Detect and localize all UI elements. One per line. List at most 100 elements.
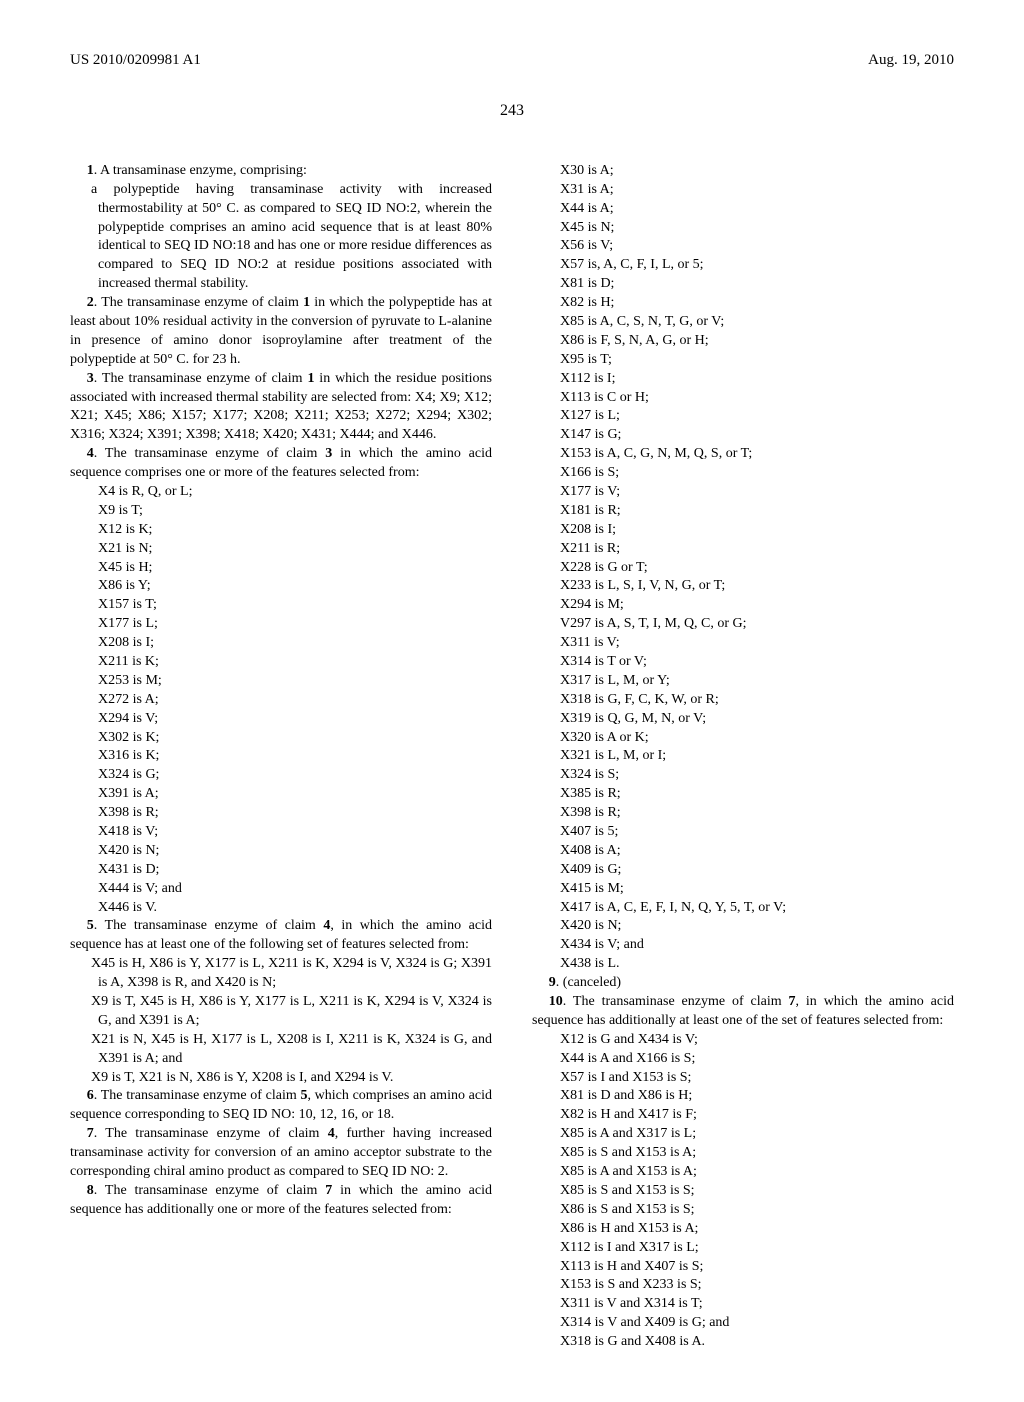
list-item: X9 is T, X45 is H, X86 is Y, X177 is L, … bbox=[70, 993, 492, 1031]
list-item: X85 is A and X153 is A; bbox=[532, 1163, 954, 1182]
page-number: 243 bbox=[70, 100, 954, 122]
list-item: X81 is D; bbox=[532, 275, 954, 294]
list-item: X153 is S and X233 is S; bbox=[532, 1276, 954, 1295]
claim-text: . The transaminase enzyme of claim bbox=[94, 918, 324, 933]
list-item: X44 is A and X166 is S; bbox=[532, 1050, 954, 1069]
list-item: X407 is 5; bbox=[532, 823, 954, 842]
claim-text: . The transaminase enzyme of claim bbox=[94, 371, 308, 386]
left-column: 1. A transaminase enzyme, comprising: a … bbox=[70, 162, 492, 1352]
list-item: X446 is V. bbox=[70, 899, 492, 918]
list-item: X317 is L, M, or Y; bbox=[532, 672, 954, 691]
list-item: X57 is I and X153 is S; bbox=[532, 1069, 954, 1088]
list-item: X409 is G; bbox=[532, 861, 954, 880]
claim-number: 4 bbox=[87, 446, 94, 461]
list-item: X86 is F, S, N, A, G, or H; bbox=[532, 332, 954, 351]
content-columns: 1. A transaminase enzyme, comprising: a … bbox=[70, 162, 954, 1352]
list-item: X294 is V; bbox=[70, 710, 492, 729]
list-item: X30 is A; bbox=[532, 162, 954, 181]
claim-8: 8. The transaminase enzyme of claim 7 in… bbox=[70, 1182, 492, 1220]
list-item: X311 is V; bbox=[532, 634, 954, 653]
list-item: X9 is T; bbox=[70, 502, 492, 521]
list-item: X418 is V; bbox=[70, 823, 492, 842]
list-item: X85 is S and X153 is A; bbox=[532, 1144, 954, 1163]
list-item: X21 is N, X45 is H, X177 is L, X208 is I… bbox=[70, 1031, 492, 1069]
list-item: X127 is L; bbox=[532, 407, 954, 426]
list-item: X82 is H and X417 is F; bbox=[532, 1106, 954, 1125]
list-item: X112 is I and X317 is L; bbox=[532, 1239, 954, 1258]
claim-text: . The transaminase enzyme of claim bbox=[94, 446, 325, 461]
list-item: X320 is A or K; bbox=[532, 729, 954, 748]
list-item: X314 is T or V; bbox=[532, 653, 954, 672]
list-item: X211 is R; bbox=[532, 540, 954, 559]
claim-ref: 1 bbox=[303, 295, 310, 310]
claim-10-list: X12 is G and X434 is V;X44 is A and X166… bbox=[532, 1031, 954, 1352]
list-item: X85 is S and X153 is S; bbox=[532, 1182, 954, 1201]
claim-text: . The transaminase enzyme of claim bbox=[563, 994, 789, 1009]
claim-8-list: X30 is A;X31 is A;X44 is A;X45 is N;X56 … bbox=[532, 162, 954, 974]
list-item: X86 is Y; bbox=[70, 577, 492, 596]
list-item: X157 is T; bbox=[70, 596, 492, 615]
list-item: X56 is V; bbox=[532, 237, 954, 256]
list-item: X4 is R, Q, or L; bbox=[70, 483, 492, 502]
list-item: X420 is N; bbox=[70, 842, 492, 861]
list-item: X438 is L. bbox=[532, 955, 954, 974]
list-item: X233 is L, S, I, V, N, G, or T; bbox=[532, 577, 954, 596]
list-item: X95 is T; bbox=[532, 351, 954, 370]
page-header: US 2010/0209981 A1 Aug. 19, 2010 bbox=[70, 50, 954, 70]
list-item: X208 is I; bbox=[70, 634, 492, 653]
list-item: X420 is N; bbox=[532, 917, 954, 936]
list-item: X113 is H and X407 is S; bbox=[532, 1258, 954, 1277]
list-item: X318 is G, F, C, K, W, or R; bbox=[532, 691, 954, 710]
claim-text: . The transaminase enzyme of claim bbox=[94, 1183, 325, 1198]
list-item: X321 is L, M, or I; bbox=[532, 747, 954, 766]
list-item: X228 is G or T; bbox=[532, 559, 954, 578]
list-item: X314 is V and X409 is G; and bbox=[532, 1314, 954, 1333]
claim-text: . The transaminase enzyme of claim bbox=[94, 1088, 301, 1103]
list-item: X86 is S and X153 is S; bbox=[532, 1201, 954, 1220]
claim-5-list: X45 is H, X86 is Y, X177 is L, X211 is K… bbox=[70, 955, 492, 1087]
claim-number: 9 bbox=[549, 975, 556, 990]
list-item: X181 is R; bbox=[532, 502, 954, 521]
list-item: X398 is R; bbox=[70, 804, 492, 823]
claim-text: . A transaminase enzyme, comprising: bbox=[94, 163, 307, 178]
list-item: X12 is G and X434 is V; bbox=[532, 1031, 954, 1050]
claim-1: 1. A transaminase enzyme, comprising: bbox=[70, 162, 492, 181]
list-item: X208 is I; bbox=[532, 521, 954, 540]
claim-number: 5 bbox=[87, 918, 94, 933]
list-item: X112 is I; bbox=[532, 370, 954, 389]
list-item: X31 is A; bbox=[532, 181, 954, 200]
list-item: X211 is K; bbox=[70, 653, 492, 672]
claim-ref: 4 bbox=[328, 1126, 335, 1141]
claim-number: 7 bbox=[87, 1126, 94, 1141]
claim-number: 3 bbox=[87, 371, 94, 386]
claim-number: 8 bbox=[87, 1183, 94, 1198]
claim-9: 9. (canceled) bbox=[532, 974, 954, 993]
list-item: X398 is R; bbox=[532, 804, 954, 823]
right-column: X30 is A;X31 is A;X44 is A;X45 is N;X56 … bbox=[532, 162, 954, 1352]
list-item: X166 is S; bbox=[532, 464, 954, 483]
list-item: X9 is T, X21 is N, X86 is Y, X208 is I, … bbox=[70, 1069, 492, 1088]
list-item: X311 is V and X314 is T; bbox=[532, 1295, 954, 1314]
claim-2: 2. The transaminase enzyme of claim 1 in… bbox=[70, 294, 492, 370]
claim-4-list: X4 is R, Q, or L;X9 is T;X12 is K;X21 is… bbox=[70, 483, 492, 917]
claim-number: 6 bbox=[87, 1088, 94, 1103]
list-item: X21 is N; bbox=[70, 540, 492, 559]
list-item: X45 is N; bbox=[532, 219, 954, 238]
claim-4: 4. The transaminase enzyme of claim 3 in… bbox=[70, 445, 492, 483]
claim-3: 3. The transaminase enzyme of claim 1 in… bbox=[70, 370, 492, 446]
list-item: X294 is M; bbox=[532, 596, 954, 615]
list-item: X417 is A, C, E, F, I, N, Q, Y, 5, T, or… bbox=[532, 899, 954, 918]
list-item: X12 is K; bbox=[70, 521, 492, 540]
list-item: X253 is M; bbox=[70, 672, 492, 691]
list-item: X302 is K; bbox=[70, 729, 492, 748]
list-item: X431 is D; bbox=[70, 861, 492, 880]
list-item: X316 is K; bbox=[70, 747, 492, 766]
list-item: X81 is D and X86 is H; bbox=[532, 1087, 954, 1106]
list-item: X82 is H; bbox=[532, 294, 954, 313]
claim-number: 2 bbox=[87, 295, 94, 310]
publication-date: Aug. 19, 2010 bbox=[868, 50, 954, 70]
list-item: X444 is V; and bbox=[70, 880, 492, 899]
claim-text: . The transaminase enzyme of claim bbox=[94, 1126, 328, 1141]
list-item: X44 is A; bbox=[532, 200, 954, 219]
list-item: X177 is L; bbox=[70, 615, 492, 634]
